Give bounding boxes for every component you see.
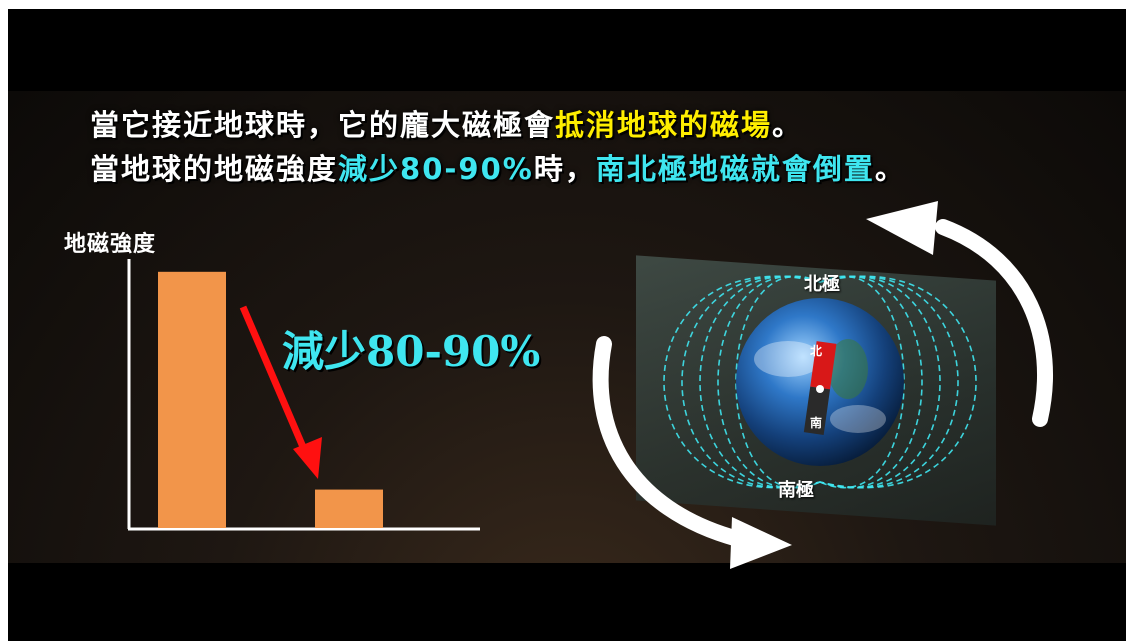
field-line bbox=[699, 275, 821, 489]
headline-text: 。 bbox=[772, 108, 804, 142]
field-line bbox=[717, 275, 821, 489]
magnet-south-label: 南 bbox=[810, 416, 823, 430]
rotation-arrow-lower bbox=[592, 336, 746, 547]
magnet-center bbox=[816, 385, 824, 393]
earth-cloud bbox=[830, 405, 886, 433]
field-line bbox=[681, 275, 821, 489]
field-line bbox=[819, 275, 941, 489]
south-pole-label: 南極 bbox=[778, 480, 814, 501]
y-axis-label: 地磁強度 bbox=[64, 232, 157, 257]
chart-and-earth-graphics bbox=[127, 201, 1054, 569]
magnet-south-half bbox=[803, 386, 831, 435]
north-pole-label: 北極 bbox=[804, 274, 840, 295]
field-line bbox=[735, 275, 821, 489]
headline-text: 時， bbox=[533, 152, 596, 186]
bar-1 bbox=[315, 489, 383, 528]
headline-highlight: 抵消地球的磁場 bbox=[555, 108, 773, 142]
headline-text: 當地球的地磁強度 bbox=[90, 152, 339, 186]
decrease-annotation: 減少80-90% bbox=[282, 327, 541, 376]
headline-text: 。 bbox=[874, 152, 906, 186]
magnetic-field-lines bbox=[663, 275, 977, 489]
rotation-arrow-upper-head bbox=[866, 201, 938, 255]
headline-text: 當它接近地球時，它的龐大磁極會 bbox=[90, 108, 556, 142]
field-line bbox=[819, 275, 923, 489]
bars bbox=[158, 271, 383, 528]
headline-line-1: 當它接近地球時，它的龐大磁極會抵消地球的磁場。 bbox=[90, 102, 803, 144]
headline-highlight: 減少80-90% bbox=[338, 152, 534, 186]
rotation-arrow-upper bbox=[935, 219, 1054, 427]
magnet-north-half bbox=[810, 341, 837, 390]
earth-land bbox=[828, 339, 868, 399]
headline-highlight: 南北極地磁就會倒置 bbox=[595, 152, 875, 186]
magnet-north-label: 北 bbox=[810, 344, 823, 358]
field-line bbox=[819, 275, 959, 489]
field-line bbox=[819, 275, 905, 489]
headline-line-2: 當地球的地磁強度減少80-90%時，南北極地磁就會倒置。 bbox=[90, 146, 906, 188]
rotation-arrow-lower-head bbox=[730, 517, 792, 569]
earth-cloud bbox=[754, 341, 822, 377]
bar-0 bbox=[158, 271, 226, 528]
decrease-arrow-shaft bbox=[239, 305, 310, 456]
decrease-arrow-head bbox=[293, 437, 322, 479]
